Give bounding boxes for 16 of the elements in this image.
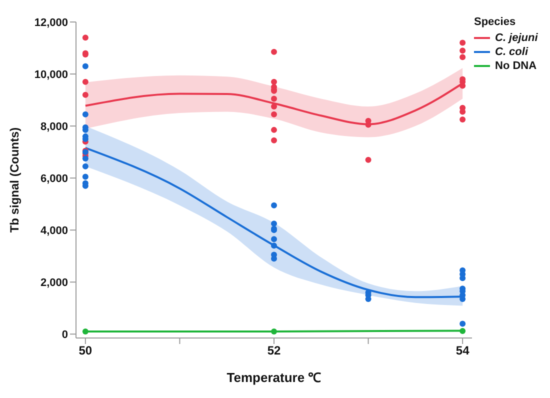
x-tick-label: 54 [456, 344, 470, 358]
x-axis-title: Temperature ℃ [226, 370, 322, 385]
y-tick-label: 8,000 [40, 120, 68, 133]
legend-title: Species [474, 16, 517, 28]
y-axis-title: Tb signal (Counts) [7, 127, 22, 233]
y-tick-label: 10,000 [34, 68, 68, 81]
y-tick-label: 6,000 [40, 172, 68, 185]
y-tick-label: 4,000 [40, 224, 68, 237]
y-tick-label: 0 [62, 329, 68, 342]
legend-label: C. coli [495, 46, 528, 58]
y-tick-label: 12,000 [34, 16, 68, 29]
y-tick-label: 2,000 [40, 276, 68, 289]
x-tick-label: 52 [267, 344, 281, 358]
legend-label: C. jejuni [495, 32, 538, 44]
x-tick-label: 50 [78, 344, 92, 358]
legend-label: No DNA [495, 60, 537, 72]
